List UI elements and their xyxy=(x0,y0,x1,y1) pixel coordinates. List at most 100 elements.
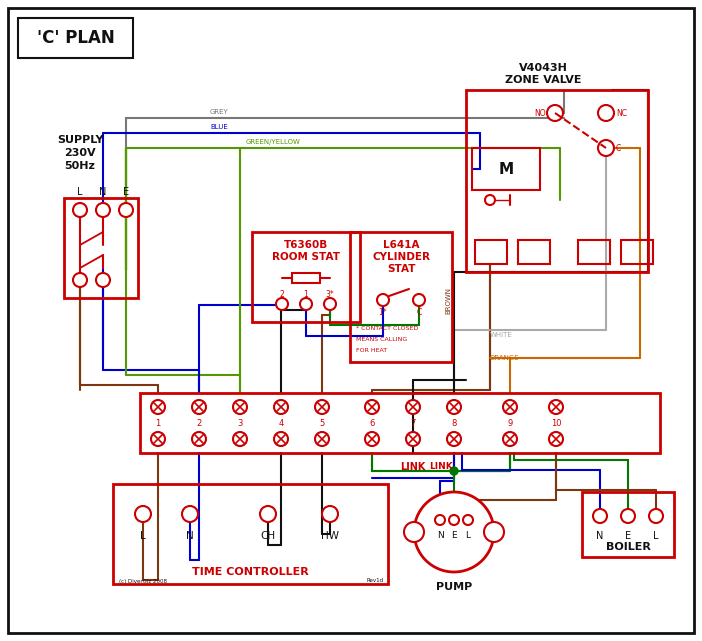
Circle shape xyxy=(233,432,247,446)
Circle shape xyxy=(484,522,504,542)
Circle shape xyxy=(447,400,461,414)
Text: SUPPLY: SUPPLY xyxy=(57,135,103,145)
Text: 7: 7 xyxy=(410,419,416,428)
Circle shape xyxy=(435,515,445,525)
Circle shape xyxy=(182,506,198,522)
FancyBboxPatch shape xyxy=(292,273,320,283)
Circle shape xyxy=(406,400,420,414)
Text: N: N xyxy=(186,531,194,541)
Text: 'C' PLAN: 'C' PLAN xyxy=(37,29,115,47)
Text: 6: 6 xyxy=(369,419,375,428)
Text: Rev1d: Rev1d xyxy=(367,578,384,583)
Circle shape xyxy=(503,432,517,446)
Text: 3*: 3* xyxy=(326,290,334,299)
Circle shape xyxy=(192,432,206,446)
Circle shape xyxy=(593,509,607,523)
Circle shape xyxy=(413,294,425,306)
Text: 1: 1 xyxy=(155,419,161,428)
Circle shape xyxy=(447,432,461,446)
Text: M: M xyxy=(498,162,514,176)
Text: C: C xyxy=(616,144,621,153)
Text: * CONTACT CLOSED: * CONTACT CLOSED xyxy=(356,326,418,331)
Text: 50Hz: 50Hz xyxy=(65,161,95,171)
Circle shape xyxy=(151,432,165,446)
Text: BLUE: BLUE xyxy=(210,124,227,130)
Circle shape xyxy=(621,509,635,523)
Text: L641A: L641A xyxy=(383,240,419,250)
Circle shape xyxy=(151,400,165,414)
Text: LINK: LINK xyxy=(400,462,425,472)
Circle shape xyxy=(233,400,247,414)
Text: L: L xyxy=(465,531,470,540)
Text: BROWN: BROWN xyxy=(445,287,451,313)
Circle shape xyxy=(547,105,563,121)
Text: BOILER: BOILER xyxy=(606,542,651,552)
Circle shape xyxy=(300,298,312,310)
Circle shape xyxy=(450,467,458,475)
Text: 10: 10 xyxy=(551,419,562,428)
Text: 8: 8 xyxy=(451,419,457,428)
Text: NC: NC xyxy=(616,108,627,117)
Circle shape xyxy=(73,203,87,217)
Text: E: E xyxy=(625,531,631,541)
Circle shape xyxy=(463,515,473,525)
Text: 1*: 1* xyxy=(378,308,388,317)
Text: 9: 9 xyxy=(508,419,512,428)
Text: C: C xyxy=(416,308,422,317)
Text: V4043H: V4043H xyxy=(519,63,567,73)
Text: HW: HW xyxy=(321,531,339,541)
Text: N: N xyxy=(437,531,444,540)
Circle shape xyxy=(649,509,663,523)
Circle shape xyxy=(96,273,110,287)
Text: ROOM STAT: ROOM STAT xyxy=(272,252,340,262)
Circle shape xyxy=(449,515,459,525)
Circle shape xyxy=(503,400,517,414)
Circle shape xyxy=(274,432,288,446)
Circle shape xyxy=(315,432,329,446)
Text: CYLINDER: CYLINDER xyxy=(372,252,430,262)
Text: E: E xyxy=(123,187,129,197)
Circle shape xyxy=(406,432,420,446)
Circle shape xyxy=(276,298,288,310)
Text: NO: NO xyxy=(534,108,546,117)
Circle shape xyxy=(365,432,379,446)
Circle shape xyxy=(549,400,563,414)
Circle shape xyxy=(414,492,494,572)
Text: STAT: STAT xyxy=(387,264,416,274)
Circle shape xyxy=(315,400,329,414)
Text: T6360B: T6360B xyxy=(284,240,328,250)
Text: L: L xyxy=(654,531,658,541)
Text: FOR HEAT: FOR HEAT xyxy=(356,347,387,353)
Circle shape xyxy=(485,195,495,205)
Text: 2: 2 xyxy=(197,419,201,428)
Text: L: L xyxy=(140,531,146,541)
Circle shape xyxy=(598,140,614,156)
Text: LINK: LINK xyxy=(429,462,453,470)
Text: ORANGE: ORANGE xyxy=(490,355,519,361)
Text: WHITE: WHITE xyxy=(490,332,512,338)
Text: 4: 4 xyxy=(279,419,284,428)
Text: N: N xyxy=(596,531,604,541)
Circle shape xyxy=(192,400,206,414)
Circle shape xyxy=(377,294,389,306)
Text: N: N xyxy=(99,187,107,197)
Text: L: L xyxy=(77,187,83,197)
Circle shape xyxy=(260,506,276,522)
Circle shape xyxy=(324,298,336,310)
Text: ZONE VALVE: ZONE VALVE xyxy=(505,75,581,85)
Circle shape xyxy=(365,400,379,414)
Circle shape xyxy=(322,506,338,522)
Circle shape xyxy=(598,105,614,121)
Text: PUMP: PUMP xyxy=(436,582,472,592)
Circle shape xyxy=(119,203,133,217)
Text: 2: 2 xyxy=(279,290,284,299)
Circle shape xyxy=(549,432,563,446)
Text: 230V: 230V xyxy=(64,148,95,158)
Text: MEANS CALLING: MEANS CALLING xyxy=(356,337,407,342)
Circle shape xyxy=(73,273,87,287)
Text: GREY: GREY xyxy=(210,109,229,115)
Text: GREEN/YELLOW: GREEN/YELLOW xyxy=(246,139,301,145)
Circle shape xyxy=(274,400,288,414)
Text: 1: 1 xyxy=(304,290,308,299)
Text: E: E xyxy=(451,531,457,540)
